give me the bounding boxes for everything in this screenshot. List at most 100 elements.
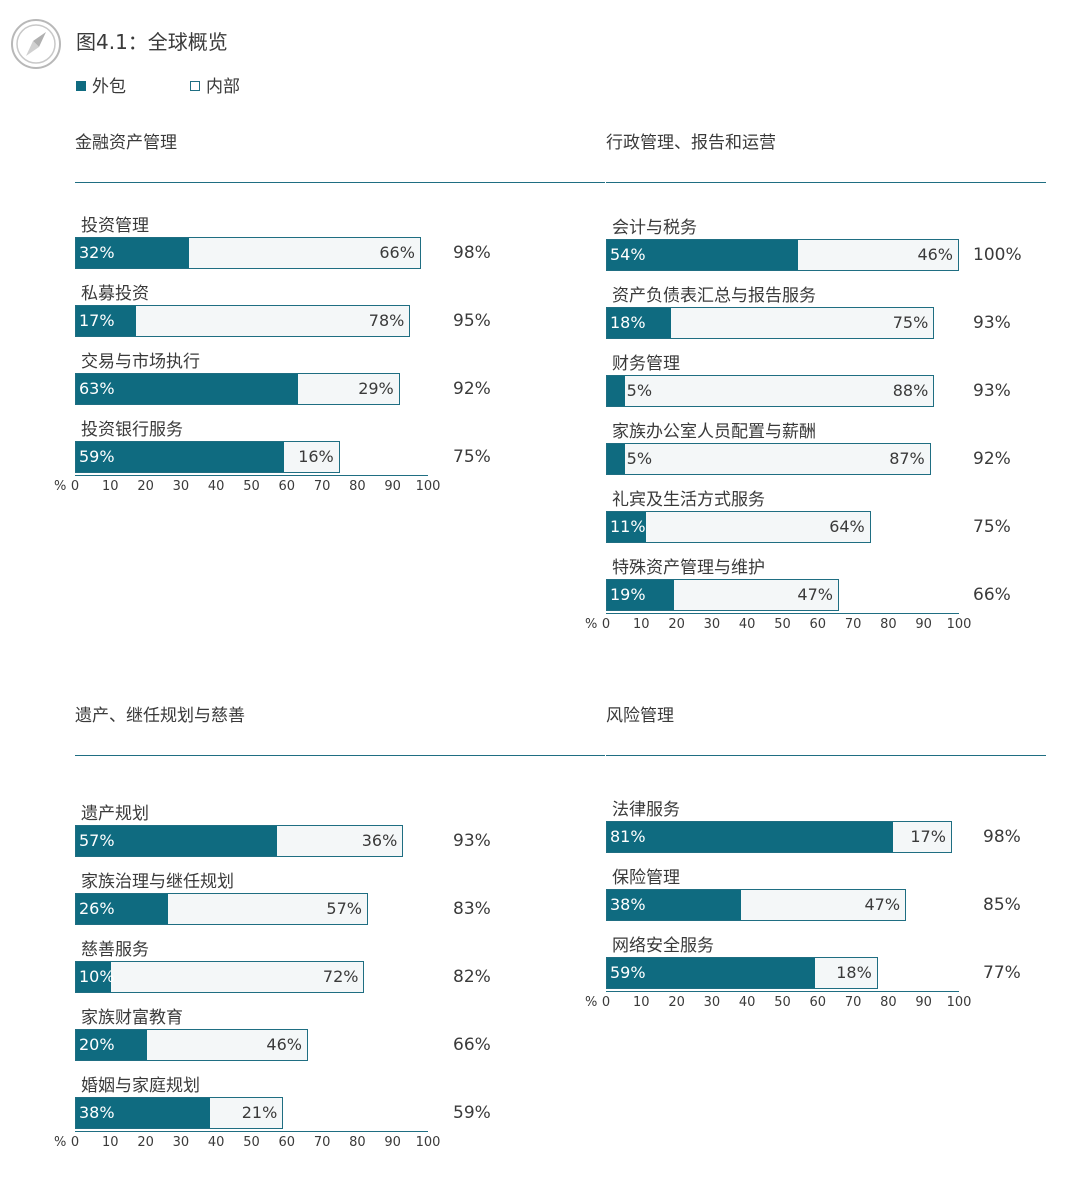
x-tick-label: 50 — [243, 1135, 260, 1150]
stacked-bar — [75, 825, 404, 857]
x-tick-label: 10 — [102, 1135, 119, 1150]
bar-category-label: 礼宾及生活方式服务 — [612, 490, 765, 510]
section-divider — [606, 755, 1046, 756]
bar-segment-outsourced — [607, 512, 646, 542]
bar-value-outsourced: 59% — [610, 963, 646, 982]
section-divider — [606, 182, 1046, 183]
bar-value-outsourced: 38% — [610, 895, 646, 914]
bar-segment-outsourced — [76, 826, 278, 856]
x-tick-label: 90 — [384, 1135, 401, 1150]
bar-category-label: 慈善服务 — [81, 940, 149, 960]
x-tick-label: 90 — [915, 617, 932, 632]
x-tick-label: 50 — [243, 479, 260, 494]
bar-total: 95% — [453, 311, 491, 331]
bar-segment-outsourced — [76, 962, 112, 992]
bar-value-inhouse: 64% — [829, 517, 865, 536]
x-tick-label: 10 — [102, 479, 119, 494]
x-tick-label: 0 — [70, 1135, 80, 1150]
bar-total: 98% — [983, 827, 1021, 847]
legend-item-inhouse: 内部 — [190, 72, 240, 97]
bar-value-inhouse: 57% — [326, 899, 362, 918]
bar-value-inhouse: 17% — [910, 827, 946, 846]
stacked-bar — [75, 961, 365, 993]
bar-category-label: 投资管理 — [81, 216, 149, 236]
bar-value-inhouse: 46% — [266, 1035, 302, 1054]
bar-value-outsourced: 32% — [79, 243, 115, 262]
bar-value-outsourced: 20% — [79, 1035, 115, 1054]
bar-category-label: 法律服务 — [612, 800, 680, 820]
axis-unit: % — [54, 1135, 67, 1150]
bar-segment-outsourced — [76, 374, 299, 404]
bar-value-inhouse: 29% — [358, 379, 394, 398]
axis-unit: % — [54, 479, 67, 494]
bar-total: 92% — [453, 379, 491, 399]
figure-title: 图4.1：全球概览 — [76, 30, 228, 54]
x-tick-label: 60 — [278, 479, 296, 494]
x-tick-label: 70 — [313, 479, 331, 494]
stacked-bar — [75, 441, 340, 473]
bar-value-inhouse: 87% — [889, 449, 925, 468]
bar-value-outsourced: 38% — [79, 1103, 115, 1122]
bar-total: 98% — [453, 243, 491, 263]
bar-total: 59% — [453, 1103, 491, 1123]
compass-icon — [10, 18, 62, 70]
bar-value-inhouse: 16% — [298, 447, 334, 466]
bar-category-label: 资产负债表汇总与报告服务 — [612, 286, 816, 306]
stacked-bar — [75, 893, 368, 925]
bar-category-label: 家族治理与继任规划 — [81, 872, 234, 892]
x-axis-line — [606, 613, 959, 614]
stacked-bar — [75, 1097, 284, 1129]
bar-value-outsourced: 57% — [79, 831, 115, 850]
x-tick-label: 50 — [774, 995, 791, 1010]
bar-value-inhouse: 18% — [836, 963, 872, 982]
x-tick-label: 30 — [703, 995, 721, 1010]
bar-total: 66% — [453, 1035, 491, 1055]
bar-category-label: 家族办公室人员配置与薪酬 — [612, 422, 816, 442]
bar-segment-outsourced — [607, 240, 798, 270]
bar-segment-outsourced — [76, 442, 285, 472]
bar-segment-outsourced — [76, 1098, 211, 1128]
x-axis-line — [75, 475, 428, 476]
bar-value-outsourced: 63% — [79, 379, 115, 398]
stacked-bar — [606, 239, 959, 271]
x-tick-label: 30 — [703, 617, 721, 632]
bar-value-outsourced: 81% — [610, 827, 646, 846]
x-tick-label: 80 — [880, 995, 897, 1010]
axis-unit: % — [585, 617, 598, 632]
legend-label: 外包 — [92, 77, 126, 97]
bar-total: 83% — [453, 899, 491, 919]
bar-total: 75% — [453, 447, 491, 467]
bar-total: 93% — [453, 831, 491, 851]
bar-segment-outsourced — [607, 890, 742, 920]
x-tick-label: 80 — [349, 1135, 366, 1150]
bar-value-inhouse: 21% — [241, 1103, 278, 1122]
x-tick-label: 0 — [601, 617, 611, 632]
x-tick-label: 50 — [774, 617, 791, 632]
bar-value-inhouse: 66% — [379, 243, 415, 262]
bar-value-outsourced: 26% — [79, 899, 115, 918]
stacked-bar — [606, 511, 871, 543]
bar-value-inhouse: 47% — [864, 895, 901, 914]
x-tick-label: 60 — [809, 617, 827, 632]
bar-value-outsourced: 11% — [610, 517, 646, 536]
bar-value-inhouse: 78% — [368, 311, 405, 330]
stacked-bar — [75, 373, 400, 405]
bar-category-label: 保险管理 — [612, 868, 680, 888]
x-tick-label: 90 — [384, 479, 401, 494]
x-tick-label: 80 — [880, 617, 897, 632]
legend-swatch-outline — [190, 81, 200, 91]
stacked-bar — [606, 889, 907, 921]
bar-category-label: 家族财富教育 — [81, 1008, 183, 1028]
bar-value-inhouse: 36% — [361, 831, 398, 850]
stacked-bar — [606, 375, 935, 407]
stacked-bar — [75, 1029, 308, 1061]
bar-value-outsourced: 59% — [79, 447, 115, 466]
stacked-bar — [606, 957, 878, 989]
bar-category-label: 会计与税务 — [612, 218, 697, 238]
x-axis-line — [606, 991, 959, 992]
x-tick-label: 30 — [172, 1135, 190, 1150]
bar-value-outsourced: 5% — [626, 449, 653, 468]
bar-total: 75% — [973, 517, 1011, 537]
bar-value-outsourced: 17% — [79, 311, 115, 330]
x-tick-label: 10 — [633, 617, 650, 632]
